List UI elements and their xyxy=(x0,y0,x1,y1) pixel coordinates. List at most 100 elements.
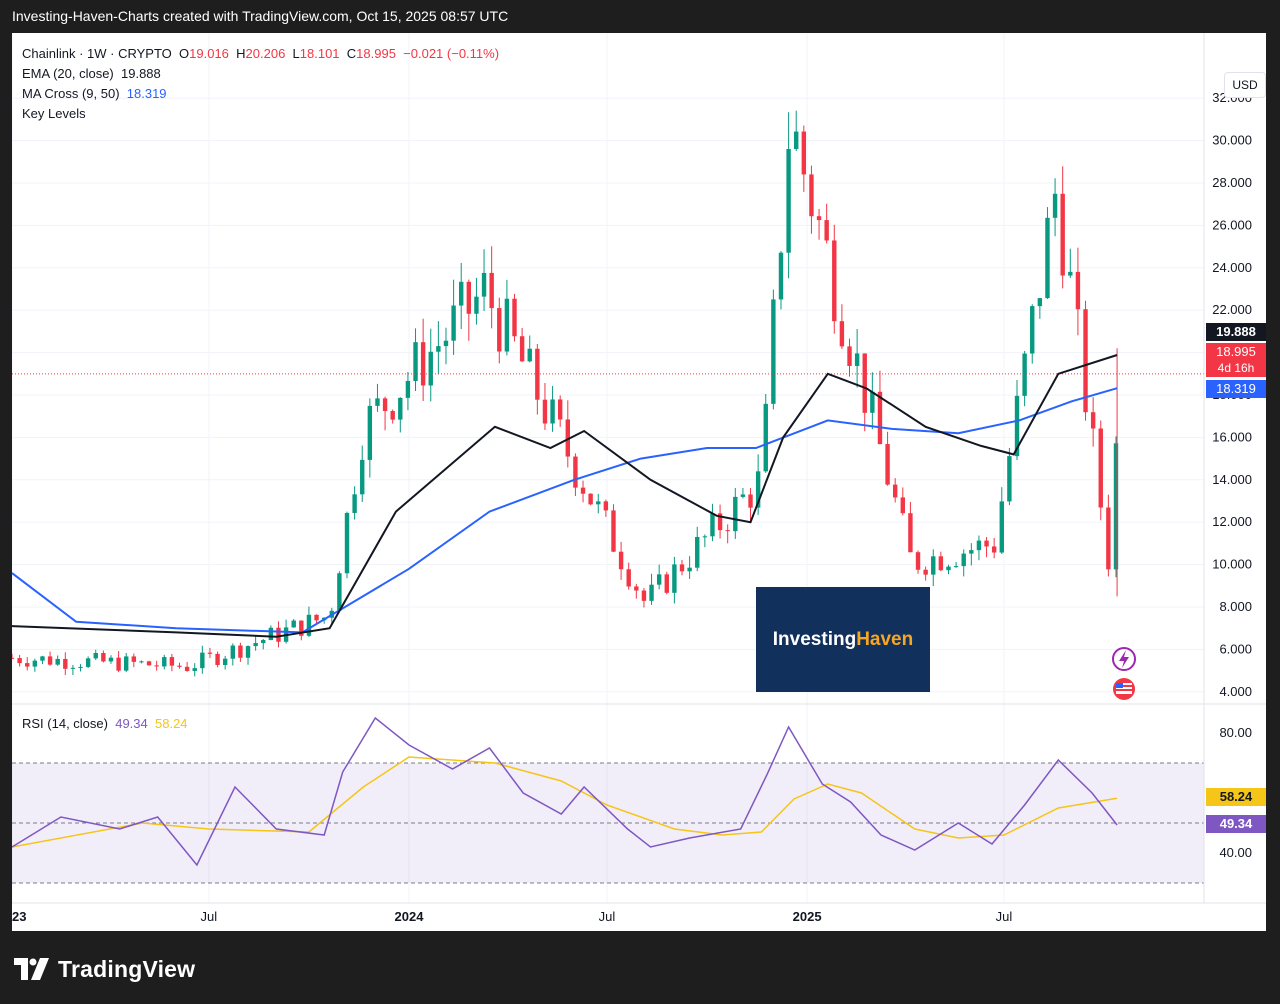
symbol-row: Chainlink · 1W · CRYPTO O19.016 H20.206 … xyxy=(22,44,499,64)
candle-body xyxy=(870,391,875,413)
candle-body xyxy=(725,530,730,532)
price-tick-label: 26.000 xyxy=(1212,217,1252,232)
price-grid xyxy=(11,33,1204,903)
candle-body xyxy=(443,340,449,347)
candle-body xyxy=(1106,507,1111,570)
candle-body xyxy=(519,336,525,362)
candle-body xyxy=(375,398,380,406)
ma-badge xyxy=(1206,380,1266,398)
ma-label: MA Cross (9, 50) xyxy=(22,86,120,101)
candle-body xyxy=(801,131,807,175)
candle-body xyxy=(1060,193,1065,276)
candle-body xyxy=(748,494,753,508)
candle-body xyxy=(146,661,152,666)
rsi-ma-line xyxy=(11,756,1118,848)
tradingview-brand[interactable]: TradingView xyxy=(14,954,195,984)
candle-body xyxy=(923,569,928,575)
candle-body xyxy=(276,627,281,642)
price-tick-label: 16.000 xyxy=(1212,429,1252,444)
candle-body xyxy=(1098,428,1103,508)
key-levels-row[interactable]: Key Levels xyxy=(22,104,499,124)
price-tick-label: 14.000 xyxy=(1212,472,1252,487)
open-label: O xyxy=(179,46,190,61)
candle-body xyxy=(413,342,418,381)
candle-body xyxy=(200,652,205,669)
candle-body xyxy=(101,652,106,662)
rsi-badge xyxy=(1206,815,1266,833)
price-tick-label: 30.000 xyxy=(1212,133,1252,148)
candle-body xyxy=(573,456,578,488)
candle-body xyxy=(824,220,829,241)
close-value: 18.995 xyxy=(356,46,396,61)
rsi-line xyxy=(11,716,1118,867)
lightning-icon[interactable] xyxy=(1112,647,1136,671)
high-value: 20.206 xyxy=(245,46,286,61)
rsi-legend[interactable]: RSI (14, close) 49.34 58.24 xyxy=(22,716,188,731)
candle-body xyxy=(931,556,936,575)
tradingview-logo-icon xyxy=(14,958,49,980)
axes: 4.0006.0008.00010.00012.00014.00016.0001… xyxy=(0,33,1266,924)
chart-area[interactable]: 4.0006.0008.00010.00012.00014.00016.0001… xyxy=(0,33,1266,931)
candle-body xyxy=(733,496,738,532)
indicator-lines xyxy=(11,354,1118,638)
rsi-ma-badge xyxy=(1206,788,1266,806)
flag-icon[interactable] xyxy=(1113,678,1135,700)
price-tick-label: 24.000 xyxy=(1212,260,1252,275)
candle-body xyxy=(915,552,921,570)
symbol-name[interactable]: Chainlink · 1W · CRYPTO xyxy=(22,46,172,61)
candle-body xyxy=(1045,217,1050,299)
candle-body xyxy=(1022,353,1027,396)
price-badges: 19.888 18.995 4d 16h 18.319 58.24 49.34 xyxy=(1206,323,1266,833)
price-tick-label: 8.000 xyxy=(1219,599,1252,614)
candle-body xyxy=(664,574,669,593)
candle-body xyxy=(70,667,76,669)
candle-body xyxy=(710,513,715,537)
close-badge-text: 18.995 xyxy=(1216,344,1256,359)
candle-body xyxy=(337,573,342,611)
candle-body xyxy=(504,298,510,352)
candle-body xyxy=(687,567,692,572)
ma-row[interactable]: MA Cross (9, 50) 18.319 xyxy=(22,84,499,104)
ema-row[interactable]: EMA (20, close) 19.888 xyxy=(22,64,499,84)
candle-body xyxy=(1075,271,1081,310)
candle-body xyxy=(588,493,593,505)
candle-body xyxy=(466,281,472,314)
currency-button[interactable]: USD xyxy=(1224,72,1266,98)
price-tick-label: 22.000 xyxy=(1212,302,1252,317)
candle-body xyxy=(116,657,121,671)
candle-body xyxy=(672,564,677,593)
candle-body xyxy=(93,652,98,659)
candle-body xyxy=(778,252,784,300)
candle-body xyxy=(839,321,845,347)
ema-label: EMA (20, close) xyxy=(22,66,114,81)
candle-body xyxy=(603,501,609,511)
rsi-ma-badge-text: 58.24 xyxy=(1220,789,1253,804)
chart-canvas[interactable]: 4.0006.0008.00010.00012.00014.00016.0001… xyxy=(0,33,1266,931)
ema-badge-text: 19.888 xyxy=(1216,324,1256,339)
candle-body xyxy=(953,566,959,568)
candle-body xyxy=(268,627,274,641)
candle-body xyxy=(794,131,799,150)
close-label: C xyxy=(346,46,357,61)
candle-body xyxy=(832,240,837,322)
candle-body xyxy=(755,471,761,508)
candle-body xyxy=(382,398,388,411)
candle-body xyxy=(352,494,357,513)
time-tick-label: Jul xyxy=(599,909,616,924)
candle-body xyxy=(900,497,906,514)
candle-body xyxy=(85,658,91,667)
candle-body xyxy=(390,410,395,420)
candle-body xyxy=(641,590,647,601)
candle-body xyxy=(55,658,60,665)
candle-body xyxy=(862,353,867,413)
candle-body xyxy=(367,405,373,460)
rsi-ma-legend-value: 58.24 xyxy=(155,716,188,731)
watermark-part1: Investing xyxy=(772,628,857,650)
candle-body xyxy=(976,540,982,551)
candle-body xyxy=(40,656,45,661)
price-tick-label: 28.000 xyxy=(1212,175,1252,190)
price-legend: Chainlink · 1W · CRYPTO O19.016 H20.206 … xyxy=(22,44,499,124)
candle-body xyxy=(169,657,175,666)
candle-body xyxy=(17,658,22,664)
rsi-legend-value: 49.34 xyxy=(115,716,148,731)
